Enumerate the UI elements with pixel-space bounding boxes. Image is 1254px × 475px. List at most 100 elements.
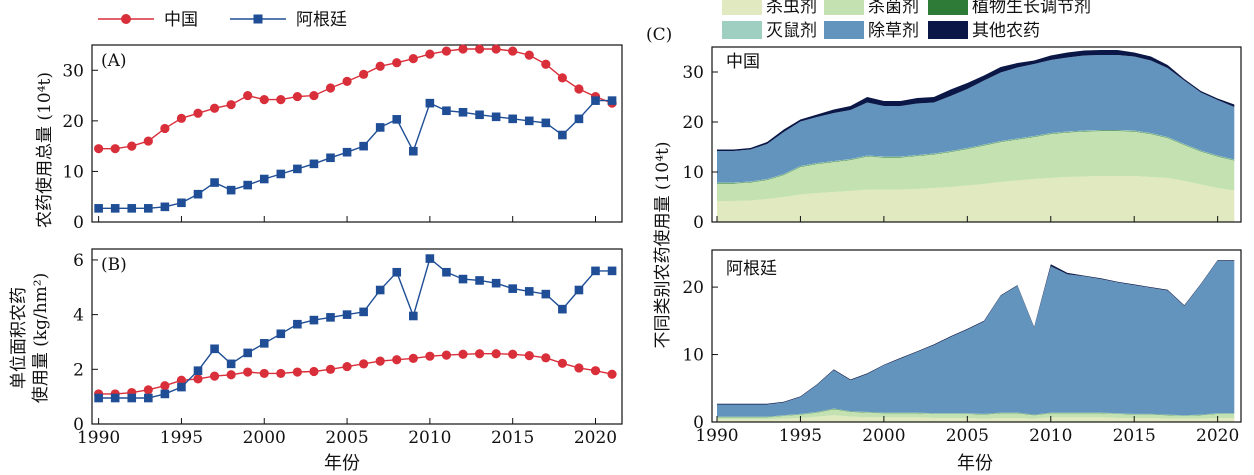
c-argentina-x-tick-label: 2000	[862, 426, 905, 446]
a-point-china	[259, 95, 269, 105]
a-point-china	[524, 50, 534, 60]
legend-c-swatch-1	[824, 0, 864, 15]
b-point-china	[143, 385, 153, 395]
b-point-argentina	[144, 393, 153, 403]
a-point-argentina	[392, 115, 402, 124]
a-point-china	[127, 141, 137, 151]
b-point-argentina	[574, 285, 584, 295]
b-point-argentina	[475, 276, 484, 285]
a-point-argentina	[491, 112, 501, 122]
a-point-china	[110, 144, 120, 154]
b-point-china	[557, 358, 567, 368]
a-point-argentina	[458, 107, 468, 117]
a-point-china	[160, 123, 170, 134]
b-point-argentina	[226, 359, 236, 369]
a-point-argentina	[359, 141, 368, 151]
b-point-argentina	[243, 348, 252, 358]
b-point-china	[325, 364, 336, 374]
b-point-china	[491, 349, 501, 359]
c-argentina-area-3	[717, 408, 1235, 417]
a-point-china	[292, 91, 302, 102]
b-point-argentina	[508, 284, 517, 293]
a-point-argentina	[309, 159, 319, 169]
b-point-argentina	[392, 267, 402, 277]
b-point-argentina	[193, 366, 203, 375]
c-china-y-tick-label: 0	[693, 213, 704, 233]
c-argentina-area-2	[717, 408, 1235, 418]
a-point-argentina	[259, 174, 269, 184]
a-point-argentina	[574, 114, 584, 124]
a-point-argentina	[541, 118, 551, 128]
b-y-tick-label: 6	[73, 251, 84, 271]
b-point-china	[226, 370, 236, 380]
legend-c-label-2: 植物生长调节剂	[972, 0, 1091, 17]
a-point-china	[243, 90, 253, 101]
a-point-china	[342, 76, 352, 87]
panel-a-label: (A)	[101, 51, 127, 71]
a-point-argentina	[293, 164, 302, 174]
a-point-argentina	[94, 204, 103, 213]
a-point-argentina	[226, 185, 236, 195]
legend-c-swatch-5	[928, 21, 968, 39]
c-argentina-plot-frame	[711, 249, 1242, 423]
b-point-china	[474, 349, 485, 359]
legend-c-swatch-3	[722, 21, 762, 39]
a-point-argentina	[591, 96, 600, 105]
b-point-argentina	[94, 393, 103, 403]
panel-c-x-axis-label: 年份	[957, 453, 993, 474]
c-china-area-4	[717, 55, 1235, 183]
a-point-china	[325, 83, 336, 93]
b-x-tick-label: 2000	[243, 428, 286, 448]
c-china-y-tick-label: 10	[682, 163, 704, 183]
b-point-argentina	[591, 266, 600, 276]
a-point-argentina	[558, 130, 567, 140]
b-series-line-argentina	[98, 257, 613, 399]
c-china-plot-frame	[711, 46, 1242, 223]
b-point-argentina	[524, 287, 534, 296]
b-point-china	[160, 381, 170, 391]
a-point-argentina	[326, 153, 335, 163]
b-point-china	[508, 349, 518, 359]
b-point-argentina	[259, 339, 269, 348]
legend-c-label-3: 灭鼠剂	[766, 21, 817, 41]
a-point-argentina	[475, 110, 484, 120]
panel-a-y-axis-label: 农药使用总量 (10⁴t)	[34, 72, 55, 228]
c-argentina-x-tick-label: 1995	[779, 426, 822, 446]
b-x-tick-label: 1990	[77, 428, 120, 448]
a-point-argentina	[177, 198, 186, 208]
c-argentina-x-tick-label: 1990	[695, 426, 738, 446]
a-point-china	[408, 54, 418, 64]
a-point-china	[276, 95, 286, 105]
c-argentina-y-tick-label: 0	[693, 413, 704, 433]
b-x-tick-label: 2010	[408, 428, 451, 448]
legend-c-label-4: 除草剂	[868, 21, 919, 41]
b-point-argentina	[458, 274, 468, 284]
c-argentina-x-tick-label: 2015	[1113, 426, 1156, 446]
b-point-china	[607, 369, 617, 379]
b-point-china	[425, 351, 435, 361]
b-point-argentina	[359, 307, 368, 317]
b-point-china	[541, 353, 551, 363]
b-point-china	[176, 375, 187, 385]
panel-c-argentina-label: 阿根廷	[726, 259, 777, 279]
panel-b-y-axis-label-line1: 单位面积农药	[9, 287, 29, 389]
a-y-tick-label: 0	[73, 213, 84, 233]
b-point-china	[342, 361, 352, 372]
panel-b-label: (B)	[101, 255, 127, 275]
a-point-china	[176, 113, 187, 123]
legend-c-swatch-2	[928, 0, 968, 15]
c-argentina-x-tick-label: 2020	[1196, 426, 1239, 446]
b-point-china	[375, 356, 385, 366]
legend-c-swatch-0	[722, 0, 762, 15]
a-y-tick-label: 10	[62, 162, 84, 182]
legend-marker-china	[121, 14, 131, 24]
c-argentina-area-4	[717, 260, 1235, 417]
b-point-china	[309, 366, 319, 377]
panel-c-y-axis-label: 不同类别农药使用量 (10⁴t)	[652, 142, 673, 349]
b-y-tick-label: 2	[73, 360, 84, 380]
a-y-tick-label: 20	[62, 112, 84, 132]
b-point-china	[590, 366, 601, 376]
a-point-china	[143, 136, 153, 146]
a-point-argentina	[243, 180, 252, 190]
a-point-china	[359, 69, 369, 79]
